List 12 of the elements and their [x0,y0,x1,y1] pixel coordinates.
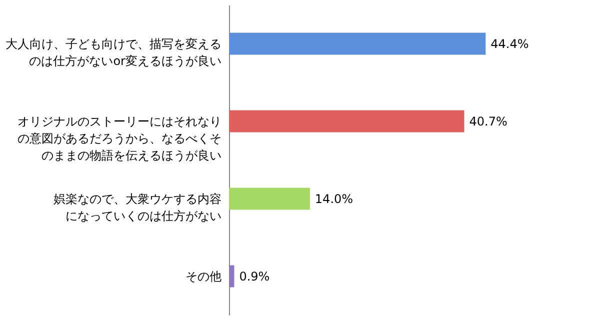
data-label: 44.4% [490,36,529,51]
y-tick-label: その他 [186,269,222,284]
bar [229,32,486,55]
data-label: 40.7% [469,114,508,128]
bar [229,188,310,210]
data-label: 14.0% [314,192,354,206]
bar [229,265,234,288]
bar [229,110,464,132]
y-tick-label: オリジナルのストーリーにはそれなりの意図があるだろうから、なるべくそのままの物語を伝えるほうが良い [18,114,222,162]
data-label: 0.9% [239,269,270,284]
y-tick-label: 娯楽なので、大衆ウケする内容になっていくのは仕方がない [54,192,222,223]
y-tick-label: 大人向け、子ども向けで、描写を変えるのは仕方がないor変えるほうが良い [6,36,222,68]
